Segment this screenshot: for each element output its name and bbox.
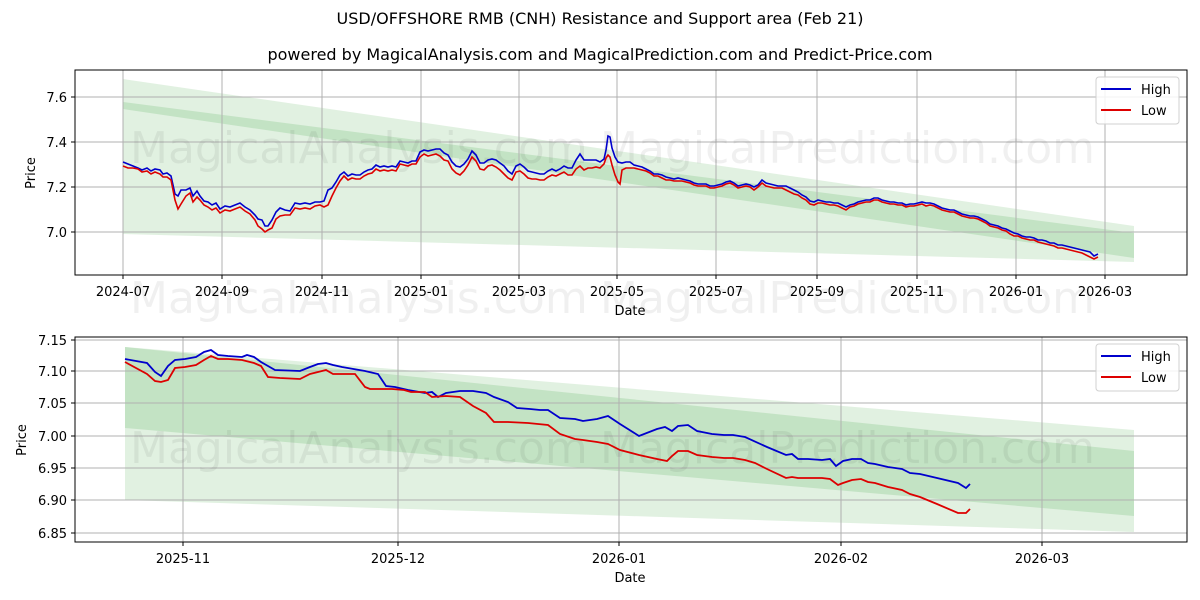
bottom-legend: High Low	[1095, 343, 1180, 392]
bottom-xtick: 2026-03	[1015, 552, 1069, 567]
top-high-line	[122, 134, 1099, 257]
bottom-ytick: 6.85	[38, 527, 67, 542]
top-xtick: 2025-01	[394, 285, 448, 300]
top-ytick-7.6: 7.6	[46, 91, 67, 106]
legend-high-label: High	[1141, 83, 1171, 98]
top-xtick: 2026-03	[1078, 285, 1132, 300]
watermark-prediction-2: MagicalPrediction.com	[600, 273, 1095, 324]
top-ytick-7.2: 7.2	[46, 181, 67, 196]
top-xtick: 2025-03	[492, 285, 546, 300]
top-axes-frame	[74, 69, 1188, 276]
bottom-x-tickmarks	[182, 542, 1043, 546]
bottom-ytick: 7.15	[38, 334, 67, 349]
watermark-prediction: MagicalPrediction.com	[600, 123, 1095, 174]
top-xtick: 2024-07	[96, 285, 150, 300]
top-low-line	[122, 153, 1099, 260]
top-xtick: 2025-11	[890, 285, 944, 300]
watermark-analysis: MagicalAnalysis.com	[130, 123, 588, 174]
bottom-ytick: 7.00	[38, 430, 67, 445]
chart-subtitle: powered by MagicalAnalysis.com and Magic…	[267, 45, 933, 64]
top-xtick: 2024-11	[295, 285, 349, 300]
chart-title: USD/OFFSHORE RMB (CNH) Resistance and Su…	[336, 9, 864, 28]
watermark-analysis-3: MagicalAnalysis.com	[130, 423, 588, 474]
bottom-ytick: 6.95	[38, 462, 67, 477]
top-xtick: 2024-09	[195, 285, 249, 300]
top-xtick: 2025-09	[790, 285, 844, 300]
top-ytick-7.4: 7.4	[46, 136, 67, 151]
bottom-ytick: 7.10	[38, 365, 67, 380]
top-x-axis-label: Date	[614, 304, 645, 319]
bottom-ytick: 6.90	[38, 494, 67, 509]
top-xtick: 2026-01	[989, 285, 1043, 300]
top-chart: MagicalAnalysis.com MagicalPrediction.co…	[24, 69, 1188, 324]
bottom-low-line	[124, 354, 971, 514]
top-legend: High Low	[1095, 76, 1180, 125]
bottom-high-line	[124, 349, 971, 490]
bottom-chart: MagicalAnalysis.com MagicalPrediction.co…	[15, 334, 1188, 586]
top-y-axis-label: Price	[24, 157, 39, 189]
top-xtick: 2025-05	[590, 285, 644, 300]
top-x-tickmarks	[122, 275, 1106, 279]
legend-low-label: Low	[1141, 104, 1167, 119]
top-grid	[75, 70, 1187, 275]
top-band-inner	[123, 102, 1134, 258]
bottom-y-axis-label: Price	[15, 424, 30, 456]
bottom-grid	[75, 337, 1187, 542]
legend-low-label: Low	[1141, 371, 1167, 386]
bottom-y-tickmarks	[71, 339, 75, 534]
watermark-analysis-2: MagicalAnalysis.com	[130, 273, 588, 324]
bottom-xtick: 2025-11	[156, 552, 210, 567]
legend-high-label: High	[1141, 350, 1171, 365]
bottom-xtick: 2026-01	[592, 552, 646, 567]
watermark-prediction-3: MagicalPrediction.com	[600, 423, 1095, 474]
bottom-xtick: 2025-12	[371, 552, 425, 567]
top-ytick-7.0: 7.0	[46, 226, 67, 241]
bottom-ytick: 7.05	[38, 397, 67, 412]
bottom-x-axis-label: Date	[614, 571, 645, 586]
top-xtick: 2025-07	[689, 285, 743, 300]
top-y-tickmarks	[71, 96, 75, 233]
bottom-xtick: 2026-02	[814, 552, 868, 567]
bottom-axes-frame	[74, 336, 1188, 543]
